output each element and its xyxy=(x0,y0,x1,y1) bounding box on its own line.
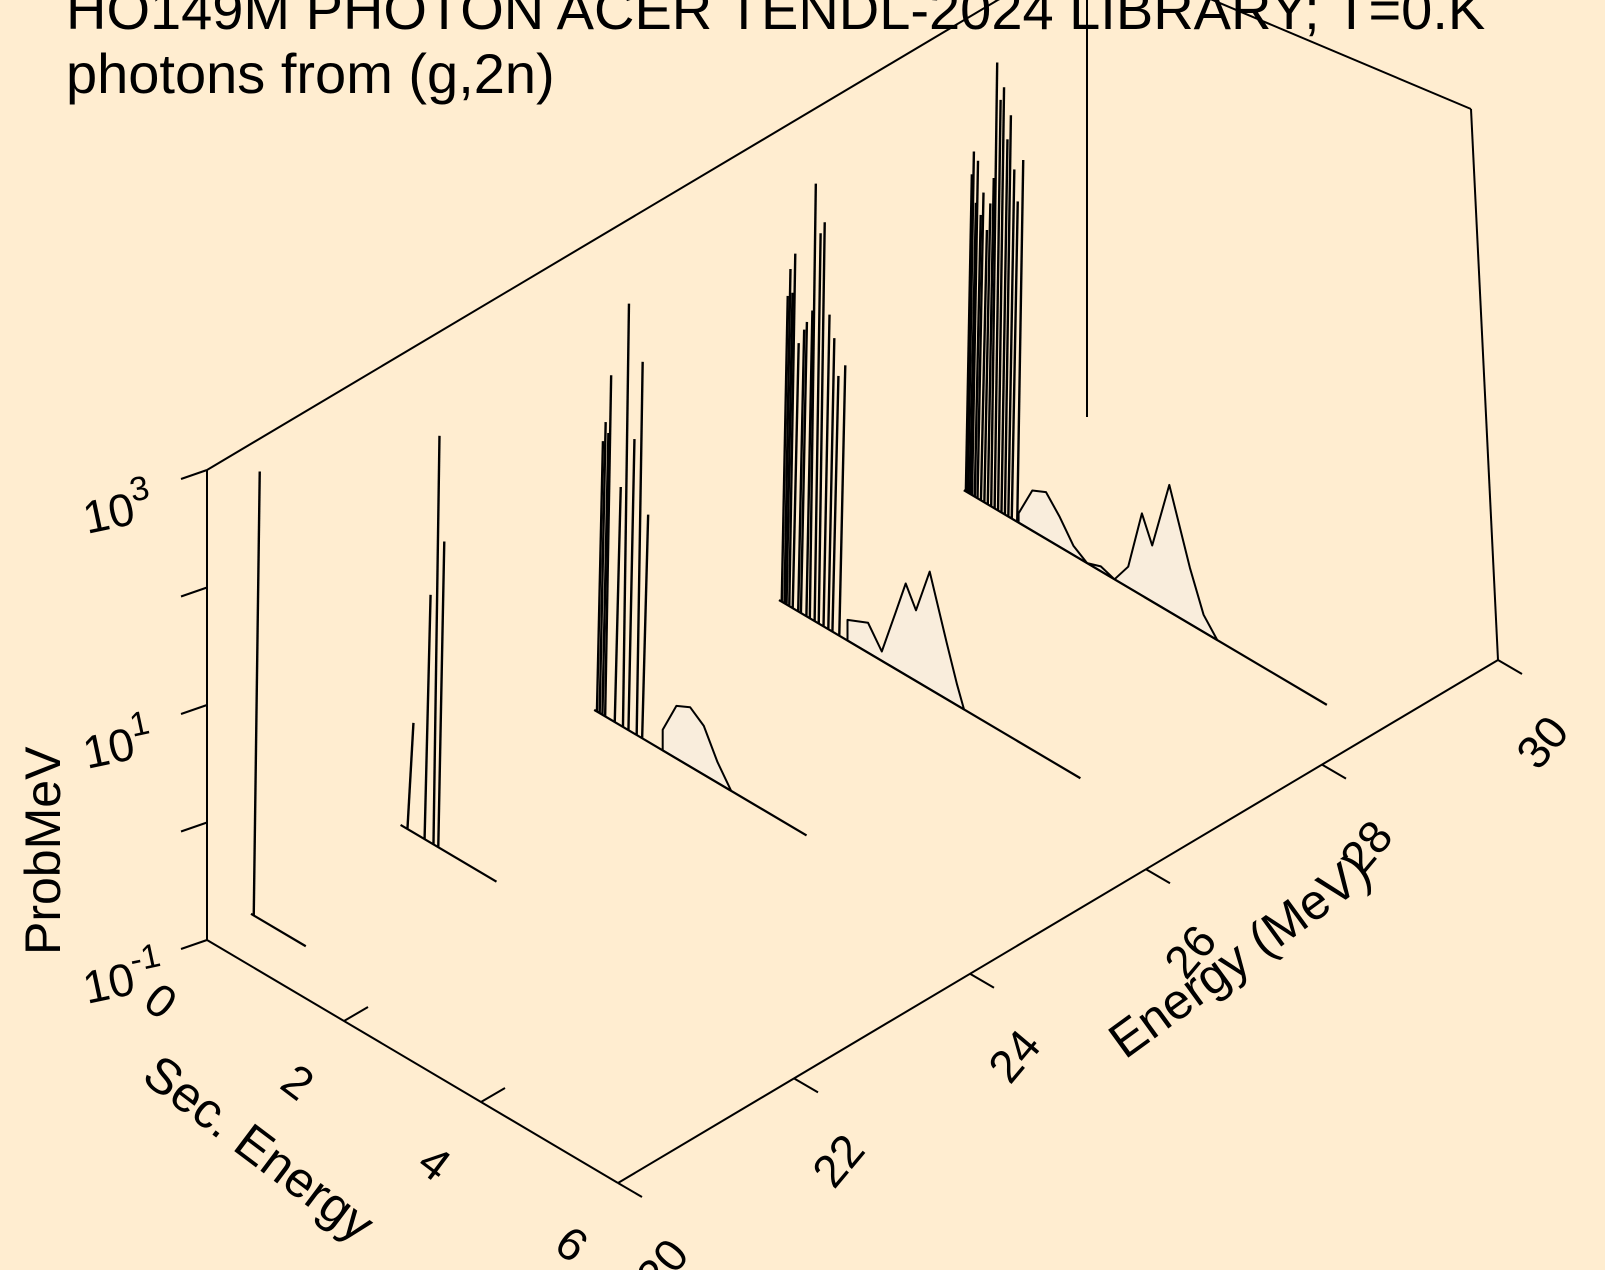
line-spike xyxy=(817,222,826,624)
energy-axis-line xyxy=(617,659,1499,1184)
line-spike xyxy=(973,214,982,497)
line-spike xyxy=(966,151,976,493)
line-spike xyxy=(990,62,999,507)
top-back-edge xyxy=(206,0,1000,471)
line-spike xyxy=(979,229,989,501)
energy-tick xyxy=(617,1182,643,1198)
line-spike xyxy=(1003,115,1013,515)
energy-tick-label: 30 xyxy=(1506,706,1579,779)
line-spike xyxy=(788,253,797,607)
line-spike xyxy=(983,203,992,503)
energy-tick-label: 22 xyxy=(802,1124,875,1197)
chart-title: HO149M PHOTON ACER TENDL-2024 LIBRARY; T… xyxy=(66,0,1485,41)
z-minor-tick xyxy=(180,821,208,833)
z-tick xyxy=(180,469,208,480)
chart-subtitle: photons from (g,2n) xyxy=(66,42,555,105)
sec-tick-label: 0 xyxy=(135,972,187,1029)
line-spike xyxy=(252,471,261,916)
line-spike xyxy=(838,365,847,636)
energy-tick xyxy=(793,1077,819,1094)
series-slice xyxy=(778,183,1081,780)
slice-baseline xyxy=(778,599,1081,780)
slice-baseline xyxy=(250,912,307,948)
energy-tick xyxy=(1321,763,1347,780)
sec-tick-label: 2 xyxy=(272,1053,324,1110)
plot-box xyxy=(206,0,1499,1184)
z-tick xyxy=(180,704,208,715)
sec-tick xyxy=(480,1087,506,1103)
sec-tick-label: 4 xyxy=(409,1134,461,1191)
series-slice xyxy=(400,435,498,883)
line-spike xyxy=(406,722,415,830)
line-spike xyxy=(1000,139,1009,513)
z-tick-label: 103 xyxy=(76,469,157,544)
sec-tick xyxy=(343,1006,369,1022)
z-tick xyxy=(180,939,208,950)
line-spike xyxy=(635,361,644,736)
line-spike xyxy=(805,310,814,617)
line-spike xyxy=(783,268,792,604)
line-spike xyxy=(437,541,446,848)
line-spike xyxy=(785,292,794,605)
line-spike xyxy=(603,375,613,717)
sec-axis-label: Sec. Energy xyxy=(133,1044,384,1253)
line-spike xyxy=(993,99,1002,509)
line-spike xyxy=(822,314,831,627)
sec-tick-label: 6 xyxy=(546,1215,598,1270)
line-spike xyxy=(1007,169,1016,517)
sec-axis-line xyxy=(206,939,619,1184)
energy-tick xyxy=(1145,868,1171,885)
right-top-edge xyxy=(1210,0,1472,110)
series-slice xyxy=(250,471,307,948)
z-tick-label: 101 xyxy=(76,704,157,779)
line-spike xyxy=(964,174,974,492)
line-spike xyxy=(796,329,806,612)
series-slice xyxy=(593,303,808,837)
line-spike xyxy=(613,486,622,723)
line-spike xyxy=(621,303,631,727)
z-tick-label: 10-1 xyxy=(76,936,169,1014)
energy-axis-label: Energy (MeV) xyxy=(1099,842,1381,1069)
line-spike xyxy=(813,233,822,622)
line-spike xyxy=(799,321,809,614)
line-spike xyxy=(976,192,985,499)
z-axis-label: ProbMeV xyxy=(15,746,71,955)
line-spike xyxy=(968,202,978,494)
line-spike xyxy=(423,594,432,840)
z-minor-tick xyxy=(180,586,208,598)
line-spike xyxy=(970,160,980,496)
line-spike xyxy=(827,338,836,630)
line-spike xyxy=(432,435,441,845)
line-spike xyxy=(780,295,789,602)
continuum-area xyxy=(661,704,733,792)
energy-tick xyxy=(969,972,995,989)
line-spike xyxy=(595,441,605,712)
series-slice xyxy=(963,62,1328,706)
slice-baseline xyxy=(400,823,498,883)
slice-baseline xyxy=(593,708,808,837)
continuum-area xyxy=(1017,483,1219,642)
line-spike xyxy=(808,183,818,619)
slice-baseline xyxy=(963,489,1328,706)
line-spike xyxy=(627,439,636,731)
line-spike xyxy=(986,177,995,505)
energy-tick-label: 24 xyxy=(978,1020,1051,1093)
line-spike xyxy=(831,375,840,632)
energy-tick xyxy=(1497,659,1523,675)
waterfall-series xyxy=(250,62,1328,948)
energy-tick-label: 20 xyxy=(626,1229,699,1270)
continuum-area xyxy=(846,570,965,711)
line-spike xyxy=(791,343,800,609)
right-vertical-edge xyxy=(1470,108,1499,661)
line-spike xyxy=(640,514,650,739)
line-spike xyxy=(1016,159,1025,522)
line-spike xyxy=(598,422,607,714)
line-spike xyxy=(996,87,1006,511)
line-spike xyxy=(601,432,610,715)
line-spike xyxy=(1010,201,1019,519)
